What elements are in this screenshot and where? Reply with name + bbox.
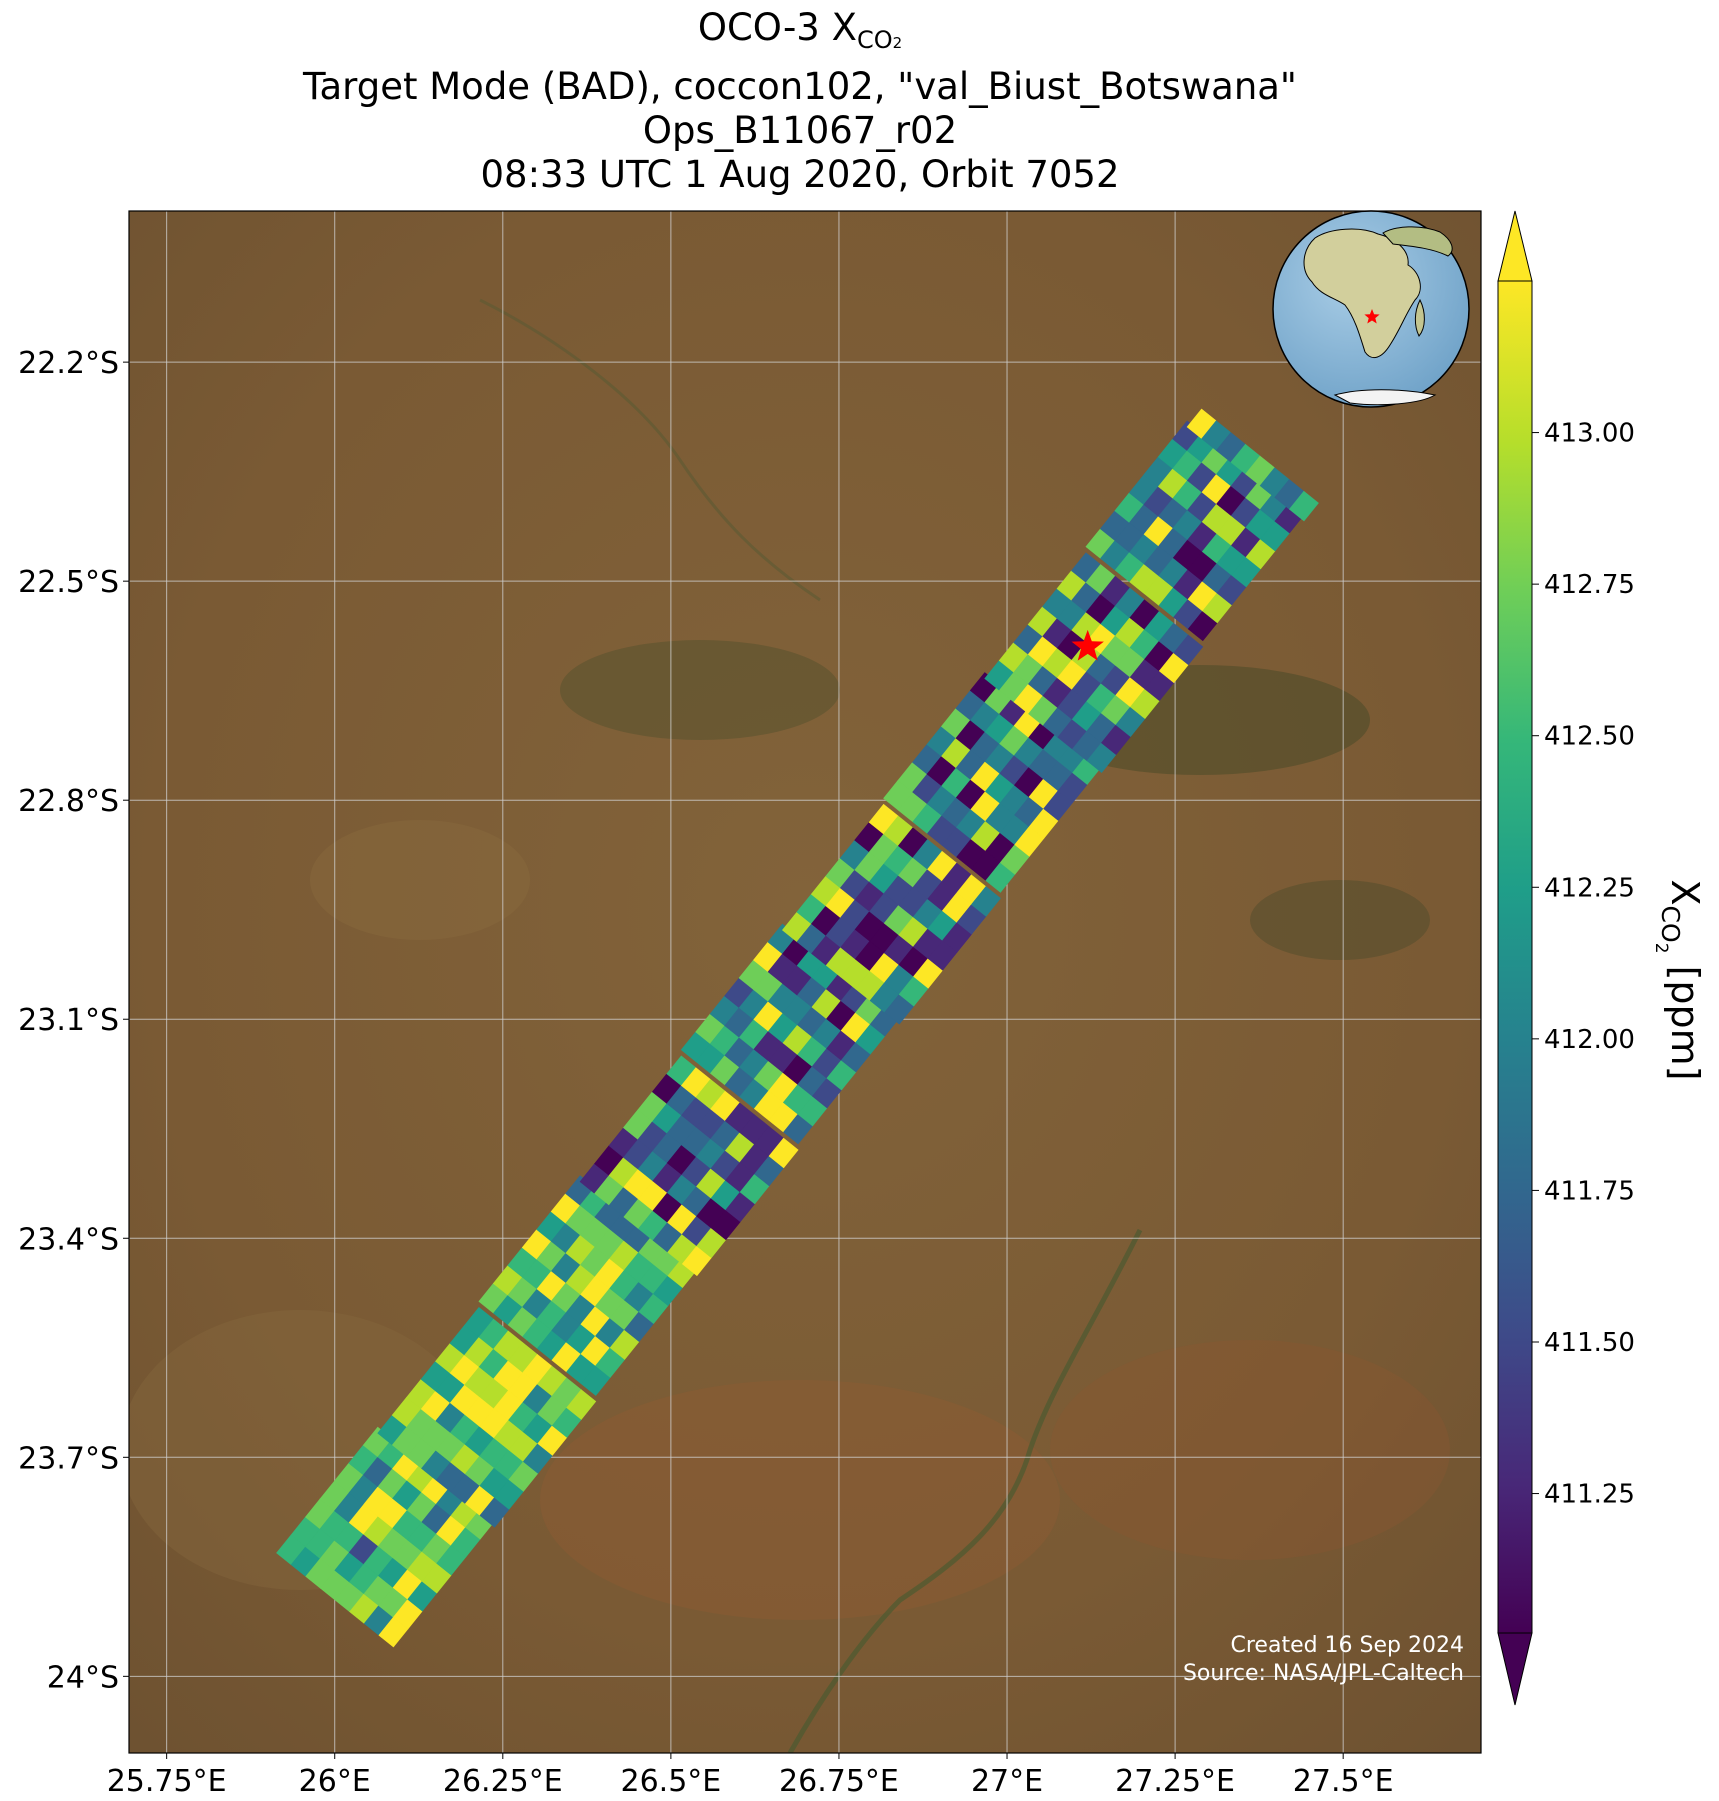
terrain-features [129, 298, 1450, 1753]
colorbar-frame [1497, 280, 1533, 1634]
x-tick-label: 27.25°E [1115, 1764, 1235, 1799]
colorbar-tick-label: 411.50 [1544, 1328, 1635, 1358]
colorbar-tick-label: 411.75 [1544, 1176, 1635, 1206]
y-tick-label: 23.1°S [18, 1003, 119, 1038]
title-line-1: OCO-3 XCO2 [697, 6, 903, 55]
y-tick-label: 22.8°S [18, 784, 119, 819]
colorbar-tick-label: 412.00 [1544, 1025, 1635, 1055]
colorbar-tick-label: 413.00 [1544, 419, 1635, 449]
x-tick-label: 27°E [971, 1764, 1043, 1799]
title-line-4: 08:33 UTC 1 Aug 2020, Orbit 7052 [480, 153, 1120, 197]
colorbar-tick-label: 412.75 [1544, 570, 1635, 600]
y-axis-ticks: 22.2°S 22.5°S 22.8°S 23.1°S 23.4°S 23.7°S 24°S [18, 346, 129, 1695]
x-tick-label: 26.5°E [620, 1764, 721, 1799]
madagascar-island [1414, 298, 1425, 337]
colorbar-extend-min [1497, 1632, 1533, 1706]
xco2-sounding [1173, 634, 1204, 666]
x-tick-label: 27.5°E [1293, 1764, 1394, 1799]
x-tick-label: 26.75°E [779, 1764, 899, 1799]
colorbar-label: XCO2 [ppm] [1651, 879, 1707, 1080]
y-tick-label: 22.5°S [18, 565, 119, 600]
colorbar-tick-label: 412.50 [1544, 722, 1635, 752]
xco2-sounding [1288, 490, 1319, 522]
xco2-swath [276, 408, 1319, 1648]
colorbar-gradient [1498, 281, 1532, 1633]
terrain-ridge [560, 640, 840, 740]
y-tick-label: 23.4°S [18, 1222, 119, 1257]
globe-inset [1272, 210, 1470, 408]
credit-source: Source: NASA/JPL-Caltech [1183, 1661, 1464, 1686]
xco2-sounding [768, 1137, 799, 1169]
title-line-3: Ops_B11067_r02 [642, 109, 958, 153]
site-star-marker [1071, 629, 1104, 661]
antarctica-landmass [1333, 389, 1437, 406]
terrain-patch [540, 1380, 1060, 1620]
colorbar-tick-label: 411.25 [1544, 1480, 1635, 1510]
terrain-patch [1050, 1340, 1450, 1560]
terrain-ridge [1250, 880, 1430, 960]
globe-site-star [1364, 309, 1380, 324]
figure-title: OCO-3 XCO2 Target Mode (BAD), coccon102,… [0, 6, 1600, 197]
x-axis-ticks: 25.75°E 26°E 26.25°E 26.5°E 26.75°E 27°E 27.25… [107, 1753, 1394, 1799]
title-line-2: Target Mode (BAD), coccon102, "val_Biust… [303, 65, 1297, 109]
arabia-landmass [1382, 226, 1453, 257]
y-tick-label: 22.2°S [18, 346, 119, 381]
river [479, 298, 821, 602]
colorbar-ticks: 413.00 412.75 412.50 412.25 412.00 411.75 411.… [1532, 419, 1635, 1510]
map-frame [128, 210, 1482, 1754]
xco2-sounding [970, 886, 1001, 917]
y-tick-label: 24°S [47, 1660, 119, 1695]
terrain-patch [310, 820, 530, 940]
xco2-sounding [566, 1389, 597, 1420]
colorbar-tick-label: 412.25 [1544, 873, 1635, 903]
colorbar-extend-max [1497, 210, 1533, 282]
map-area: Created 16 Sep 2024 Source: NASA/JPL-Cal… [128, 210, 1482, 1754]
x-tick-label: 26.25°E [443, 1764, 563, 1799]
credit-created: Created 16 Sep 2024 [1231, 1633, 1465, 1658]
colorbar: 413.00 412.75 412.50 412.25 412.00 411.75 411.… [1497, 210, 1707, 1706]
x-tick-label: 26°E [299, 1764, 371, 1799]
x-tick-label: 25.75°E [107, 1764, 227, 1799]
y-tick-label: 23.7°S [18, 1441, 119, 1476]
river [787, 1228, 1143, 1753]
